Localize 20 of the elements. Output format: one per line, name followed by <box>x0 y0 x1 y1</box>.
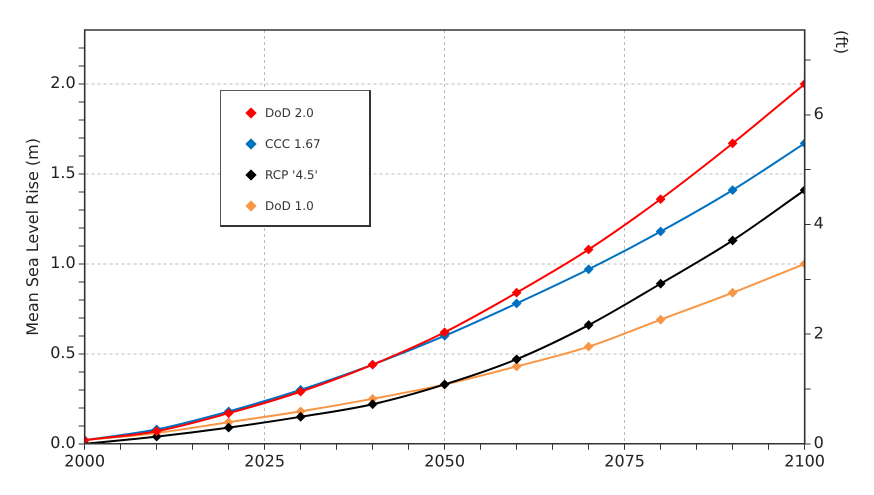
y-tick-label: 2.0 <box>50 73 76 92</box>
legend-label: RCP '4.5' <box>265 168 318 182</box>
x-tick-label: 2050 <box>424 452 465 471</box>
x-tick-label: 2075 <box>604 452 645 471</box>
x-tick-label: 2000 <box>64 452 106 471</box>
y-tick-label: 0.0 <box>50 432 76 452</box>
y2-tick-label: 4 <box>814 214 824 233</box>
x-tick-label: 2025 <box>244 452 285 471</box>
y-tick-label: 0.5 <box>50 343 76 362</box>
x-tick-label: 2100 <box>784 452 825 471</box>
y2-tick-label: 2 <box>814 323 824 342</box>
y-tick-label: 1.0 <box>50 253 76 272</box>
y2-tick-label: 6 <box>814 104 824 123</box>
y-axis-title: Mean Sea Level Rise (m) <box>22 138 42 336</box>
legend-label: CCC 1.67 <box>265 136 321 150</box>
y2-tick-label: 0 <box>814 432 824 452</box>
y-tick-label: 1.5 <box>50 163 76 182</box>
legend-label: DoD 1.0 <box>265 198 314 212</box>
y2-axis-title: (ft) <box>832 30 852 54</box>
legend-label: DoD 2.0 <box>265 106 314 120</box>
